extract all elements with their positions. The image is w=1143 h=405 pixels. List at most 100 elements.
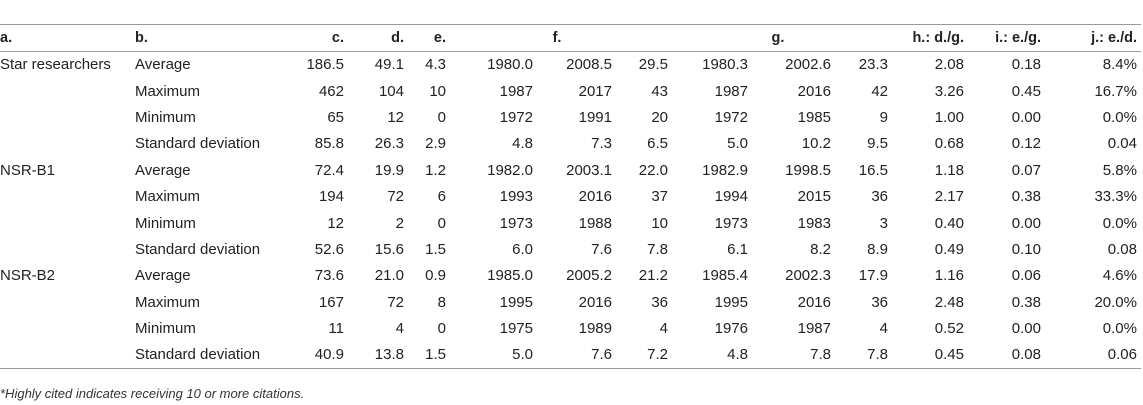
row-group-label: NSR-B2	[0, 267, 56, 285]
table-cell: 4.3	[425, 56, 446, 74]
table-cell: 2016	[797, 293, 831, 311]
table-cell: 1998.5	[785, 161, 831, 179]
table-cell: 9.5	[867, 135, 888, 153]
table-cell: 8.2	[810, 240, 831, 258]
header-b: b.	[135, 30, 148, 46]
table-cell: 0	[437, 214, 446, 232]
row-group-label	[0, 104, 135, 130]
table-cell: 0.18	[1011, 56, 1041, 74]
footnote: *Highly cited indicates receiving 10 or …	[0, 386, 305, 401]
table-cell: 7.8	[647, 240, 668, 258]
table-cell: 0.06	[1011, 267, 1041, 285]
table-cell: 72.4	[314, 161, 344, 179]
table-cell: 4.8	[727, 346, 748, 364]
table-cell: 0.06	[1107, 346, 1137, 364]
table-cell: 36	[871, 293, 888, 311]
table-row: NSR-B1 Average 72.4 19.9 1.2 1982.0 2003.1 22.0…	[0, 157, 1141, 183]
table-cell: 40.9	[314, 346, 344, 364]
table-cell: 1994	[714, 188, 748, 206]
table-cell: 1976	[714, 320, 748, 338]
row-group-label	[0, 289, 135, 315]
table-row: Maximum 462 104 10 1987 2017 43 1987 2016 42 3.26 0…	[0, 78, 1141, 104]
table-cell: 6.1	[727, 240, 748, 258]
row-stat-label: Standard deviation	[135, 346, 261, 364]
table-cell: 4	[879, 320, 888, 338]
row-stat-label: Average	[135, 161, 191, 179]
header-g: g.	[771, 30, 785, 46]
table-cell: 85.8	[314, 135, 344, 153]
table-cell: 0.9	[425, 267, 446, 285]
table-cell: 5.8%	[1102, 161, 1137, 179]
table-cell: 2015	[797, 188, 831, 206]
table-cell: 36	[871, 188, 888, 206]
table-cell: 2.17	[934, 188, 964, 206]
table-cell: 0.45	[1011, 82, 1041, 100]
table-cell: 1985.4	[702, 267, 748, 285]
table-cell: 0.45	[934, 346, 964, 364]
table-cell: 43	[651, 82, 668, 100]
table-cell: 8.4%	[1102, 56, 1137, 74]
table-cell: 16.7%	[1094, 82, 1137, 100]
table-cell: 2003.1	[566, 161, 612, 179]
row-group-label	[0, 183, 135, 209]
table-cell: 2016	[578, 188, 612, 206]
table-cell: 22.0	[638, 161, 668, 179]
table-cell: 4.6%	[1102, 267, 1137, 285]
row-stat-label: Average	[135, 56, 191, 74]
row-stat-label: Minimum	[135, 108, 196, 126]
table-cell: 1991	[578, 108, 612, 126]
table-cell: 1.2	[425, 161, 446, 179]
table-cell: 8	[437, 293, 446, 311]
table-cell: 49.1	[374, 56, 404, 74]
table-cell: 194	[318, 188, 344, 206]
header-d: d.	[391, 30, 404, 46]
table-row: Minimum 11 4 0 1975 1989 4 1976 1987 4 0.52 0.00 0.0…	[0, 315, 1141, 341]
table-row: NSR-B2 Average 73.6 21.0 0.9 1985.0 2005.2 21.2…	[0, 263, 1141, 289]
table-cell: 1982.0	[487, 161, 533, 179]
table-cell: 3	[879, 214, 888, 232]
row-stat-label: Maximum	[135, 293, 201, 311]
table-cell: 0.08	[1011, 346, 1041, 364]
row-stat-label: Maximum	[135, 188, 201, 206]
table-cell: 0.12	[1011, 135, 1041, 153]
table-cell: 12	[327, 214, 344, 232]
table-cell: 1987	[499, 82, 533, 100]
table-cell: 16.5	[858, 161, 888, 179]
table-cell: 1982.9	[702, 161, 748, 179]
row-group-label: Star researchers	[0, 56, 111, 74]
table-cell: 17.9	[858, 267, 888, 285]
table-cell: 33.3%	[1094, 188, 1137, 206]
table-cell: 1995	[714, 293, 748, 311]
table-cell: 20	[651, 108, 668, 126]
table-cell: 1972	[499, 108, 533, 126]
table-cell: 11	[328, 320, 344, 338]
table-cell: 186.5	[306, 56, 344, 74]
row-stat-label: Standard deviation	[135, 135, 261, 153]
table-cell: 1988	[578, 214, 612, 232]
table-cell: 3.26	[934, 82, 964, 100]
table-cell: 1972	[714, 108, 748, 126]
row-group-label	[0, 342, 135, 368]
table-cell: 1973	[714, 214, 748, 232]
table-cell: 9	[879, 108, 888, 126]
table-cell: 1973	[499, 214, 533, 232]
table-cell: 2.08	[934, 56, 964, 74]
row-group-label	[0, 210, 135, 236]
table-cell: 26.3	[374, 135, 404, 153]
table-cell: 0.0%	[1102, 108, 1137, 126]
table-cell: 15.6	[374, 240, 404, 258]
table-cell: 65	[327, 108, 344, 126]
row-stat-label: Standard deviation	[135, 240, 261, 258]
table-cell: 12	[387, 108, 404, 126]
table-cell: 1987	[797, 320, 831, 338]
table-cell: 4	[395, 320, 404, 338]
table-cell: 10.2	[801, 135, 831, 153]
row-group-label: NSR-B1	[0, 161, 56, 179]
table-cell: 1983	[797, 214, 831, 232]
table-cell: 10	[429, 82, 446, 100]
table-row: Maximum 194 72 6 1993 2016 37 1994 2015 36 2.17 0.3…	[0, 183, 1141, 209]
table-cell: 6.0	[512, 240, 533, 258]
table-cell: 2008.5	[566, 56, 612, 74]
table-cell: 4	[659, 320, 668, 338]
table-cell: 1995	[499, 293, 533, 311]
